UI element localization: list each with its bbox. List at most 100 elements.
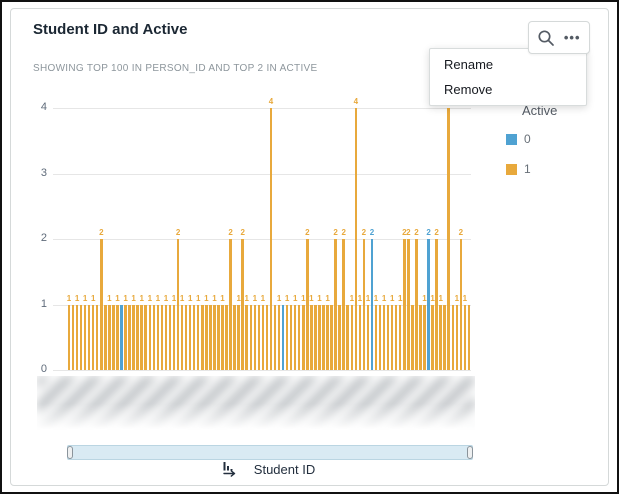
bar[interactable] bbox=[249, 304, 252, 370]
bar[interactable] bbox=[443, 304, 446, 370]
bar[interactable] bbox=[245, 304, 248, 370]
bar[interactable] bbox=[237, 304, 240, 370]
bar[interactable] bbox=[354, 108, 358, 370]
bar[interactable] bbox=[148, 304, 151, 370]
bar[interactable] bbox=[415, 239, 418, 370]
bar[interactable] bbox=[261, 304, 265, 370]
bar[interactable] bbox=[459, 239, 463, 370]
bar[interactable] bbox=[205, 304, 208, 370]
bar[interactable] bbox=[439, 304, 442, 370]
bar[interactable] bbox=[156, 304, 160, 370]
bar[interactable] bbox=[192, 304, 196, 370]
bar[interactable] bbox=[411, 304, 414, 370]
bar[interactable] bbox=[382, 304, 386, 370]
bar[interactable] bbox=[318, 304, 321, 370]
bar[interactable] bbox=[209, 304, 212, 370]
bar[interactable] bbox=[293, 304, 297, 370]
scrollbar-right-handle[interactable] bbox=[467, 446, 473, 459]
bar[interactable] bbox=[285, 304, 289, 370]
bar[interactable] bbox=[467, 304, 471, 370]
bar[interactable] bbox=[136, 304, 139, 370]
bar[interactable] bbox=[269, 108, 273, 370]
bar[interactable] bbox=[447, 108, 450, 370]
bar[interactable] bbox=[297, 304, 301, 370]
bar[interactable] bbox=[346, 304, 349, 370]
bar[interactable] bbox=[394, 304, 398, 370]
bar[interactable] bbox=[184, 304, 188, 370]
bar[interactable] bbox=[427, 239, 430, 370]
bar[interactable] bbox=[160, 304, 164, 370]
sort-icon[interactable] bbox=[223, 461, 238, 477]
bar[interactable] bbox=[350, 304, 353, 370]
bar[interactable] bbox=[378, 304, 382, 370]
bar[interactable] bbox=[172, 304, 176, 370]
bar[interactable] bbox=[407, 239, 410, 370]
bar[interactable] bbox=[124, 304, 127, 370]
bar[interactable] bbox=[314, 304, 317, 370]
menu-item-rename[interactable]: Rename bbox=[444, 57, 494, 72]
bar[interactable] bbox=[302, 304, 305, 370]
menu-item-remove[interactable]: Remove bbox=[444, 82, 493, 97]
bar[interactable] bbox=[176, 239, 180, 370]
bar[interactable] bbox=[289, 304, 293, 370]
bar[interactable] bbox=[196, 304, 200, 370]
bar[interactable] bbox=[334, 239, 337, 370]
bar[interactable] bbox=[79, 304, 83, 370]
bar[interactable] bbox=[326, 304, 329, 370]
bar[interactable] bbox=[233, 304, 236, 370]
bar[interactable] bbox=[370, 239, 374, 370]
bar[interactable] bbox=[104, 304, 107, 370]
bar[interactable] bbox=[423, 304, 426, 370]
bar[interactable] bbox=[403, 239, 406, 370]
bar[interactable] bbox=[128, 304, 131, 370]
bar[interactable] bbox=[306, 239, 309, 370]
bar[interactable] bbox=[398, 304, 402, 370]
legend-item[interactable]: 0 bbox=[506, 132, 604, 146]
ellipsis-menu-icon[interactable]: ••• bbox=[563, 29, 581, 45]
bar[interactable] bbox=[455, 304, 459, 370]
bar[interactable] bbox=[168, 304, 172, 370]
bar[interactable] bbox=[120, 304, 123, 370]
x-axis-title-row[interactable]: Student ID bbox=[67, 461, 471, 477]
bar[interactable] bbox=[386, 304, 390, 370]
bar[interactable] bbox=[241, 239, 244, 370]
bar[interactable] bbox=[87, 304, 91, 370]
bar[interactable] bbox=[362, 239, 366, 370]
bar[interactable] bbox=[71, 304, 75, 370]
legend-item[interactable]: 1 bbox=[506, 162, 604, 176]
bar[interactable] bbox=[132, 304, 135, 370]
bar[interactable] bbox=[116, 304, 119, 370]
bar[interactable] bbox=[91, 304, 95, 370]
bar[interactable] bbox=[112, 304, 115, 370]
bar[interactable] bbox=[463, 304, 467, 370]
bar[interactable] bbox=[330, 304, 333, 370]
bar[interactable] bbox=[180, 304, 184, 370]
bar[interactable] bbox=[281, 304, 285, 370]
bar[interactable] bbox=[257, 304, 261, 370]
bar[interactable] bbox=[322, 304, 325, 370]
bar[interactable] bbox=[108, 304, 111, 370]
bar[interactable] bbox=[213, 304, 216, 370]
bar[interactable] bbox=[67, 304, 71, 370]
bar[interactable] bbox=[366, 304, 370, 370]
bar[interactable] bbox=[273, 304, 277, 370]
bar[interactable] bbox=[221, 304, 224, 370]
bar[interactable] bbox=[277, 304, 281, 370]
bar[interactable] bbox=[225, 304, 228, 370]
scrollbar-left-handle[interactable] bbox=[67, 446, 73, 459]
bar[interactable] bbox=[188, 304, 192, 370]
bar[interactable] bbox=[95, 304, 99, 370]
bar[interactable] bbox=[338, 304, 341, 370]
bar[interactable] bbox=[229, 239, 232, 370]
bar[interactable] bbox=[358, 304, 362, 370]
bar[interactable] bbox=[374, 304, 378, 370]
bar[interactable] bbox=[152, 304, 156, 370]
bar[interactable] bbox=[435, 239, 438, 370]
bar[interactable] bbox=[140, 304, 143, 370]
x-range-scrollbar[interactable] bbox=[67, 445, 473, 460]
bar[interactable] bbox=[265, 304, 269, 370]
bar[interactable] bbox=[164, 304, 168, 370]
bar[interactable] bbox=[100, 239, 103, 370]
bar[interactable] bbox=[75, 304, 79, 370]
